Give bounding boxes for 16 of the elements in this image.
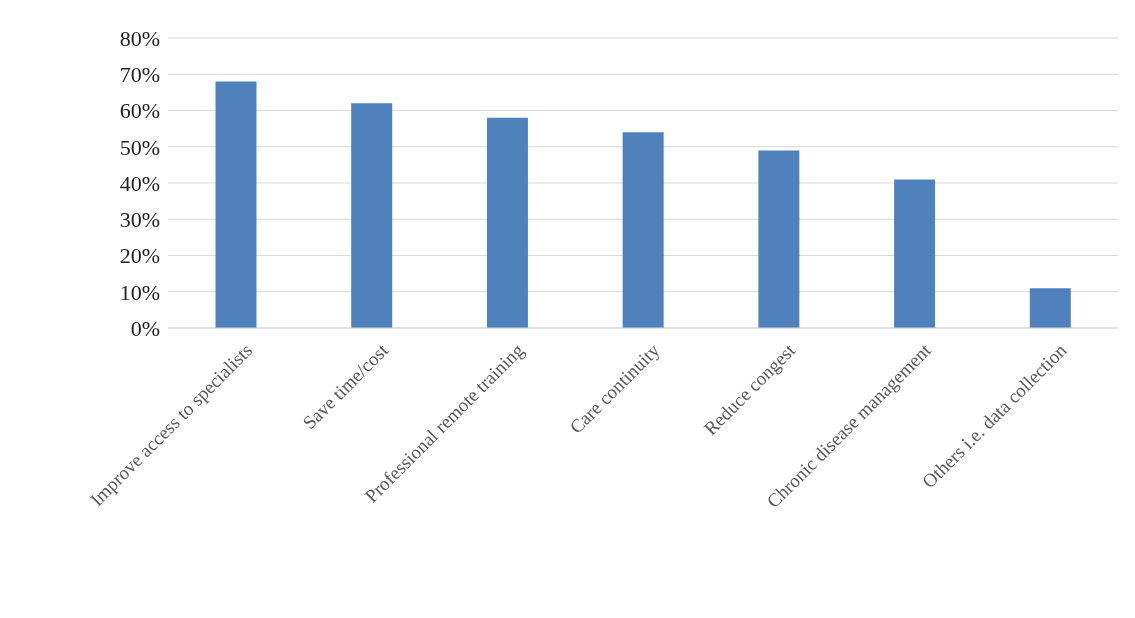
bar <box>1029 288 1071 328</box>
bar <box>758 150 800 328</box>
bar <box>622 132 664 328</box>
y-tick-label: 10% <box>119 279 160 305</box>
y-tick-label: 30% <box>119 207 160 233</box>
bar <box>894 179 936 328</box>
y-tick-label: 60% <box>119 98 160 124</box>
y-tick-label: 70% <box>119 62 160 88</box>
y-tick-label: 80% <box>119 25 160 51</box>
bar <box>351 103 393 328</box>
y-tick-label: 40% <box>119 170 160 196</box>
bar <box>215 81 257 328</box>
y-tick-label: 20% <box>119 243 160 269</box>
y-tick-label: 50% <box>119 134 160 160</box>
y-tick-label: 0% <box>130 315 160 341</box>
bar <box>486 117 528 328</box>
